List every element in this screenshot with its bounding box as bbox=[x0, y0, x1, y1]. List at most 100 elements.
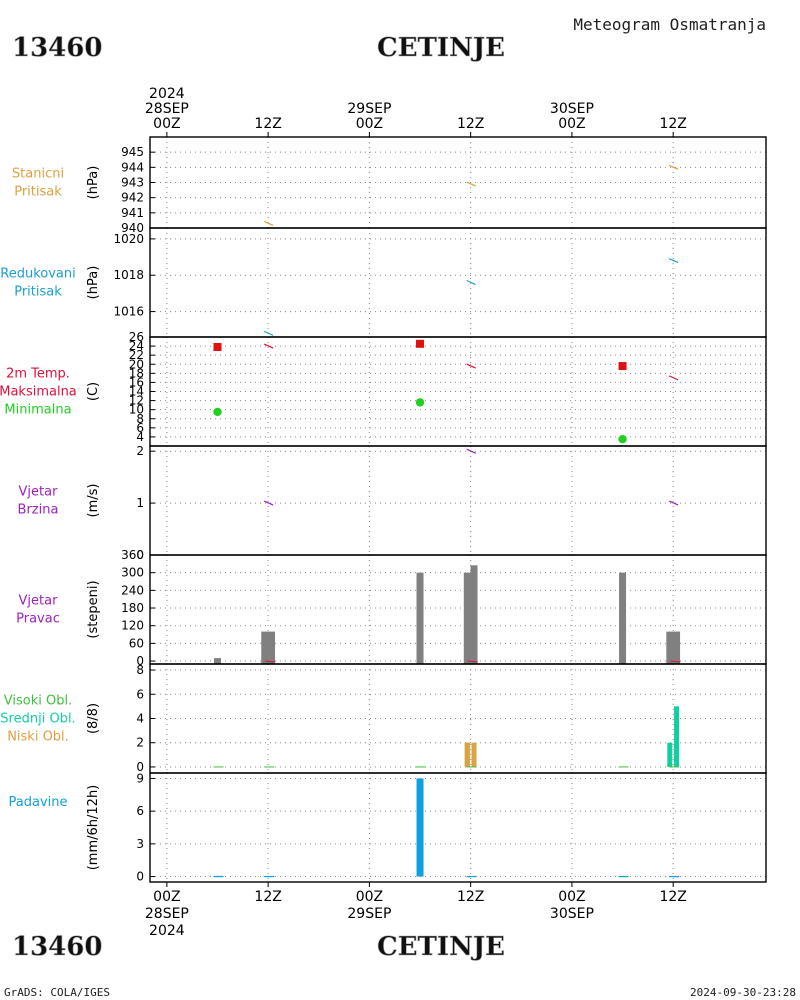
y-tick-label: 3 bbox=[136, 837, 144, 851]
time-label-bottom: 28SEP bbox=[145, 906, 189, 922]
y-tick-label: 944 bbox=[121, 160, 144, 174]
time-label-bottom: 30SEP bbox=[550, 906, 594, 922]
wind-direction-bar bbox=[619, 572, 627, 664]
y-tick-label: 0 bbox=[136, 548, 144, 562]
time-label-top: 12Z bbox=[254, 116, 281, 132]
y-tick-label: 0 bbox=[136, 760, 144, 774]
time-label-bottom: 00Z bbox=[153, 889, 180, 905]
y-tick-label: 0 bbox=[136, 870, 144, 884]
y-tick-label: 14 bbox=[129, 385, 144, 399]
y-tick-label: 2 bbox=[136, 736, 144, 750]
y-tick-label: 20 bbox=[129, 357, 144, 371]
min-temperature-dot bbox=[618, 434, 627, 444]
panel-label: Visoki Obl. bbox=[4, 694, 72, 709]
y-tick-label: 942 bbox=[121, 191, 144, 205]
y-tick-label: 8 bbox=[136, 412, 144, 426]
y-tick-label: 6 bbox=[136, 687, 144, 701]
y-tick-label: 6 bbox=[136, 421, 144, 435]
time-label-bottom: 29SEP bbox=[347, 906, 391, 922]
y-axis-label: (hPa) bbox=[86, 166, 101, 200]
time-label-top: 12Z bbox=[659, 116, 686, 132]
data-point bbox=[466, 448, 476, 454]
y-tick-label: 943 bbox=[121, 176, 144, 190]
temperature-point bbox=[263, 343, 274, 349]
time-label-top: 00Z bbox=[356, 116, 383, 132]
wind-direction-bar bbox=[470, 565, 478, 664]
footer-credit: GrADS: COLA/IGES bbox=[4, 986, 110, 999]
y-tick-label: 300 bbox=[121, 566, 144, 580]
time-label-bottom: 00Z bbox=[558, 889, 585, 905]
y-tick-label: 18 bbox=[129, 366, 144, 380]
panel-label: Srednji Obl. bbox=[0, 712, 75, 727]
panel-label: 2m Temp. bbox=[6, 367, 70, 382]
panel-frame bbox=[149, 227, 767, 338]
min-temperature-dot bbox=[213, 407, 222, 417]
min-temperature-dot bbox=[415, 398, 425, 407]
data-point bbox=[263, 330, 274, 336]
y-tick-label: 240 bbox=[121, 583, 144, 597]
y-tick-label: 9 bbox=[136, 771, 144, 785]
y-tick-label: 6 bbox=[136, 804, 144, 818]
panel-label: Maksimalna bbox=[0, 385, 77, 400]
y-tick-label: 24 bbox=[129, 339, 144, 353]
temperature-point bbox=[466, 363, 476, 369]
calm-wind-mark bbox=[670, 660, 681, 663]
y-tick-label: 0 bbox=[136, 654, 144, 668]
time-label-top: 29SEP bbox=[347, 101, 391, 117]
panel-frame bbox=[149, 336, 767, 447]
time-label-bottom: 2024 bbox=[149, 923, 185, 939]
data-point bbox=[466, 279, 476, 286]
y-tick-label: 16 bbox=[129, 375, 144, 389]
panel-label: Redukovani bbox=[0, 267, 75, 282]
time-label-top: 28SEP bbox=[145, 101, 189, 117]
footer-timestamp: 2024-09-30-23:28 bbox=[690, 986, 796, 999]
y-tick-label: 945 bbox=[121, 145, 144, 159]
y-axis-label: (stepeni) bbox=[86, 580, 101, 638]
y-tick-label: 360 bbox=[121, 548, 144, 562]
y-tick-label: 10 bbox=[129, 403, 144, 417]
y-tick-label: 1 bbox=[136, 496, 144, 510]
panel-frame bbox=[149, 445, 767, 556]
frame-layer bbox=[149, 132, 767, 887]
panel-label: Padavine bbox=[9, 795, 68, 810]
cloud-bar bbox=[674, 706, 680, 767]
panel-label: Pritisak bbox=[14, 285, 62, 300]
data-point bbox=[263, 220, 274, 226]
y-tick-label: 940 bbox=[121, 221, 144, 235]
station-name-top: CETINJE bbox=[377, 33, 505, 63]
y-tick-label: 8 bbox=[136, 663, 144, 677]
y-axis-label: (hPa) bbox=[86, 266, 101, 300]
wind-direction-bar bbox=[673, 631, 681, 664]
calm-wind-mark bbox=[467, 660, 478, 663]
y-tick-label: 12 bbox=[129, 394, 144, 408]
wind-direction-bar bbox=[261, 631, 269, 664]
panel-label: Minimalna bbox=[4, 403, 71, 418]
y-axis-label: (mm/6h/12h) bbox=[86, 785, 101, 871]
time-label-bottom: 12Z bbox=[457, 889, 484, 905]
panel-frame bbox=[149, 772, 767, 883]
data-point bbox=[668, 500, 679, 506]
wind-direction-bar bbox=[214, 658, 222, 664]
panel-label: Stanicni bbox=[12, 167, 64, 182]
panel-label: Pritisak bbox=[14, 185, 62, 200]
y-tick-label: 2 bbox=[136, 444, 144, 458]
station-name-bottom: CETINJE bbox=[377, 932, 505, 962]
time-label-bottom: 12Z bbox=[254, 889, 281, 905]
y-tick-label: 1020 bbox=[113, 232, 144, 246]
time-label-top: 30SEP bbox=[550, 101, 594, 117]
wind-direction-bar bbox=[416, 572, 424, 664]
time-label-bottom: 12Z bbox=[659, 889, 686, 905]
calm-wind-mark bbox=[265, 660, 276, 663]
cloud-bar bbox=[471, 742, 477, 767]
y-tick-label: 120 bbox=[121, 619, 144, 633]
time-label-top: 2024 bbox=[149, 86, 185, 102]
chart-title: Meteogram Osmatranja bbox=[573, 15, 766, 34]
y-tick-label: 4 bbox=[136, 712, 144, 726]
temperature-point bbox=[668, 375, 679, 381]
cloud-bar bbox=[667, 742, 673, 767]
panel-label: Vjetar bbox=[19, 594, 59, 609]
station-id-top: 13460 bbox=[12, 33, 102, 63]
station-id-bottom: 13460 bbox=[12, 932, 102, 962]
panel-frame bbox=[149, 663, 767, 774]
